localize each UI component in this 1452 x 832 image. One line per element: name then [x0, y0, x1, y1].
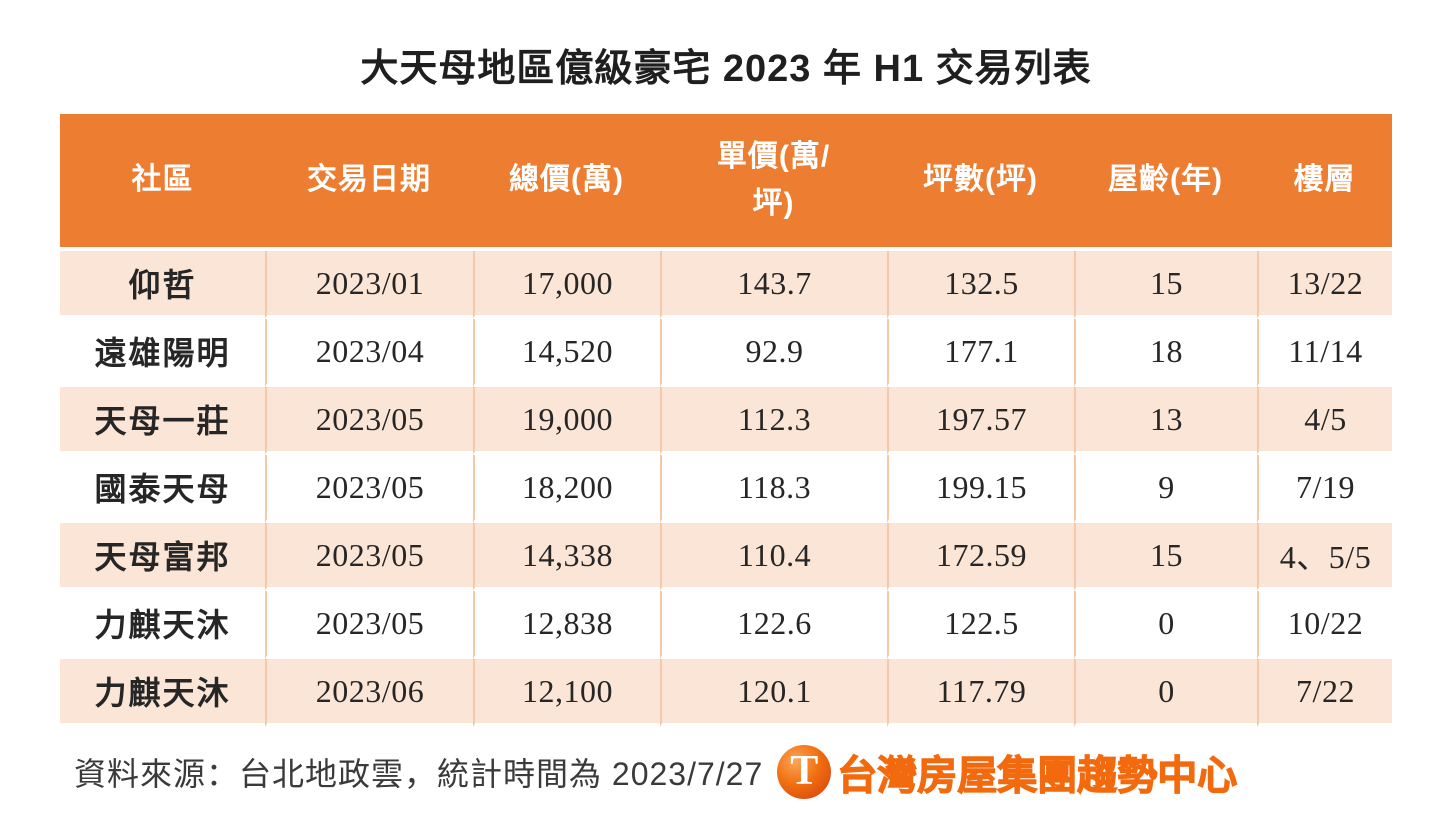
- cell-unit: 92.9: [660, 319, 887, 387]
- cell-total: 19,000: [473, 387, 660, 455]
- cell-age: 0: [1074, 659, 1257, 727]
- cell-age: 13: [1074, 387, 1257, 455]
- table-row: 天母一莊 2023/05 19,000 112.3 197.57 13 4/5: [60, 387, 1392, 455]
- publisher-logo: T 台灣房屋集團趨勢中心: [777, 743, 1238, 801]
- cell-community: 力麒天沐: [60, 591, 265, 659]
- cell-total: 17,000: [473, 251, 660, 319]
- cell-unit: 122.6: [660, 591, 887, 659]
- transactions-table: 社區 交易日期 總價(萬) 單價(萬/ 坪) 坪數(坪) 屋齡(年) 樓層 仰哲…: [60, 114, 1392, 727]
- col-header-community: 社區: [60, 114, 265, 251]
- table-row: 天母富邦 2023/05 14,338 110.4 172.59 15 4、5/…: [60, 523, 1392, 591]
- cell-area: 117.79: [887, 659, 1074, 727]
- table-row: 力麒天沐 2023/05 12,838 122.6 122.5 0 10/22: [60, 591, 1392, 659]
- col-header-unit-price: 單價(萬/ 坪): [660, 114, 887, 251]
- table-row: 國泰天母 2023/05 18,200 118.3 199.15 9 7/19: [60, 455, 1392, 523]
- cell-floor: 7/19: [1257, 455, 1392, 523]
- cell-date: 2023/04: [265, 319, 473, 387]
- table-row: 仰哲 2023/01 17,000 143.7 132.5 15 13/22: [60, 251, 1392, 319]
- data-source-note: 資料來源：台北地政雲，統計時間為 2023/7/27: [74, 756, 764, 792]
- col-header-date: 交易日期: [265, 114, 473, 251]
- cell-age: 9: [1074, 455, 1257, 523]
- footer: 資料來源：台北地政雲，統計時間為 2023/7/27 T 台灣房屋集團趨勢中心: [74, 743, 1452, 801]
- table-row: 遠雄陽明 2023/04 14,520 92.9 177.1 18 11/14: [60, 319, 1392, 387]
- cell-unit: 120.1: [660, 659, 887, 727]
- cell-floor: 7/22: [1257, 659, 1392, 727]
- table-body: 仰哲 2023/01 17,000 143.7 132.5 15 13/22 遠…: [60, 251, 1392, 727]
- cell-unit: 143.7: [660, 251, 887, 319]
- col-header-floor: 樓層: [1257, 114, 1392, 251]
- cell-floor: 4/5: [1257, 387, 1392, 455]
- taiwan-housing-logo-icon: T: [777, 745, 832, 799]
- cell-age: 0: [1074, 591, 1257, 659]
- cell-floor: 4、5/5: [1257, 523, 1392, 591]
- cell-floor: 13/22: [1257, 251, 1392, 319]
- col-header-total-price: 總價(萬): [473, 114, 660, 251]
- cell-area: 199.15: [887, 455, 1074, 523]
- cell-unit: 112.3: [660, 387, 887, 455]
- cell-community: 國泰天母: [60, 455, 265, 523]
- cell-community: 天母一莊: [60, 387, 265, 455]
- logo-letter: T: [790, 748, 819, 794]
- cell-age: 18: [1074, 319, 1257, 387]
- cell-unit: 110.4: [660, 523, 887, 591]
- cell-community: 仰哲: [60, 251, 265, 319]
- cell-community: 力麒天沐: [60, 659, 265, 727]
- cell-date: 2023/05: [265, 387, 473, 455]
- cell-area: 172.59: [887, 523, 1074, 591]
- table-row: 力麒天沐 2023/06 12,100 120.1 117.79 0 7/22: [60, 659, 1392, 727]
- cell-total: 14,338: [473, 523, 660, 591]
- cell-total: 12,100: [473, 659, 660, 727]
- cell-date: 2023/05: [265, 591, 473, 659]
- cell-date: 2023/01: [265, 251, 473, 319]
- cell-date: 2023/05: [265, 455, 473, 523]
- cell-date: 2023/06: [265, 659, 473, 727]
- cell-total: 12,838: [473, 591, 660, 659]
- cell-community: 天母富邦: [60, 523, 265, 591]
- cell-date: 2023/05: [265, 523, 473, 591]
- cell-area: 177.1: [887, 319, 1074, 387]
- page-title: 大天母地區億級豪宅 2023 年 H1 交易列表: [360, 48, 1092, 90]
- cell-floor: 10/22: [1257, 591, 1392, 659]
- col-header-age: 屋齡(年): [1074, 114, 1257, 251]
- cell-area: 197.57: [887, 387, 1074, 455]
- publisher-name: 台灣房屋集團趨勢中心: [837, 753, 1238, 798]
- cell-floor: 11/14: [1257, 319, 1392, 387]
- cell-total: 18,200: [473, 455, 660, 523]
- cell-total: 14,520: [473, 319, 660, 387]
- cell-age: 15: [1074, 523, 1257, 591]
- table-header: 社區 交易日期 總價(萬) 單價(萬/ 坪) 坪數(坪) 屋齡(年) 樓層: [60, 114, 1392, 251]
- cell-community: 遠雄陽明: [60, 319, 265, 387]
- cell-age: 15: [1074, 251, 1257, 319]
- cell-unit: 118.3: [660, 455, 887, 523]
- header-row: 社區 交易日期 總價(萬) 單價(萬/ 坪) 坪數(坪) 屋齡(年) 樓層: [60, 114, 1392, 251]
- cell-area: 132.5: [887, 251, 1074, 319]
- col-header-area: 坪數(坪): [887, 114, 1074, 251]
- cell-area: 122.5: [887, 591, 1074, 659]
